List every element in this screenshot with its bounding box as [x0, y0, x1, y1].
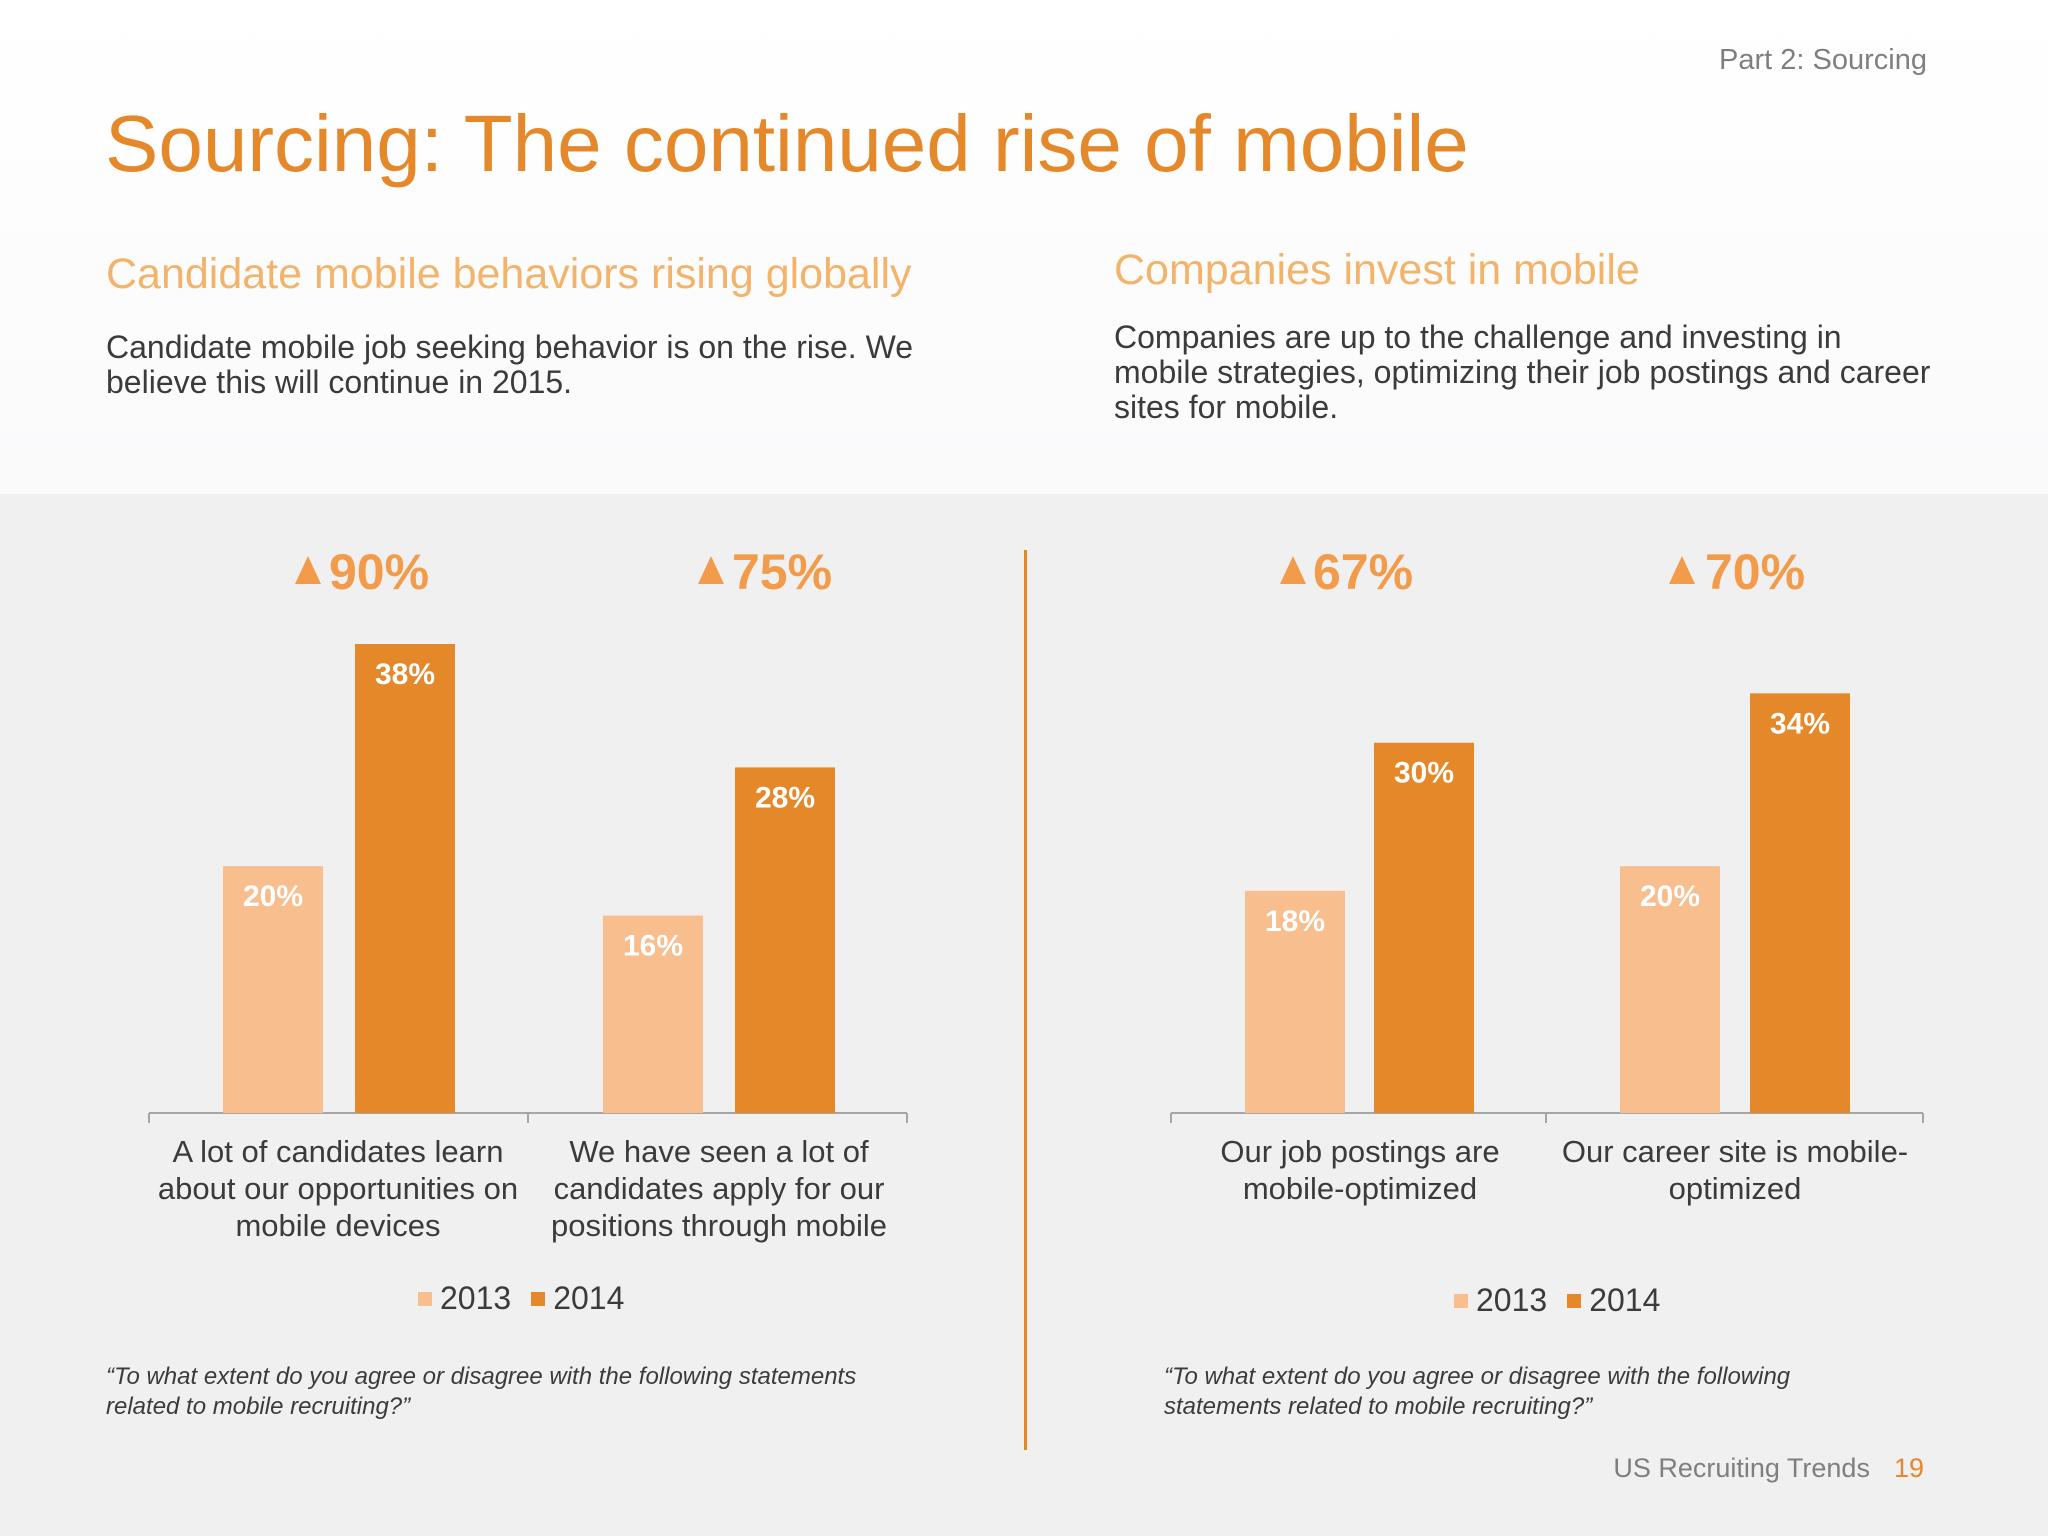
right-bar-2013-2 [1620, 866, 1720, 1113]
panel-divider [1024, 550, 1027, 1450]
right-subhead: Companies invest in mobile [1114, 246, 1640, 294]
right-legend: 2013 2014 [1454, 1282, 1680, 1319]
left-intro: Candidate mobile job seeking behavior is… [106, 329, 913, 400]
legend-label-2014: 2014 [553, 1280, 625, 1316]
left-increase-value-2: 75% [732, 544, 832, 600]
header-panel [0, 0, 2048, 494]
right-increase-arrow-icon [1669, 556, 1695, 584]
right-category-label-2: Our career site is mobile-optimized [1561, 1134, 1909, 1206]
legend-item-2013: 2013 [1454, 1282, 1547, 1319]
report-name: US Recruiting Trends [1613, 1453, 1870, 1483]
legend-swatch-2014 [531, 1291, 546, 1306]
legend-swatch-2013 [418, 1291, 432, 1306]
legend-item-2013: 2013 [418, 1280, 511, 1317]
right-increase-value-1: 67% [1313, 544, 1413, 600]
right-data-label-2013-1: 18% [1265, 905, 1325, 938]
left-bar-2014-2 [735, 767, 835, 1113]
right-data-label-2014-1: 30% [1394, 757, 1454, 790]
footer: US Recruiting Trends 19 [1613, 1453, 1924, 1484]
page-title: Sourcing: The continued rise of mobile [105, 99, 1469, 188]
left-data-label-2013-1: 20% [243, 880, 303, 913]
left-bar-2014-1 [355, 644, 455, 1113]
left-subhead: Candidate mobile behaviors rising global… [106, 250, 912, 298]
left-category-label-1: A lot of candidates learn about our oppo… [157, 1134, 519, 1243]
right-data-label-2014-2: 34% [1770, 707, 1830, 740]
right-bar-2014-2 [1750, 693, 1850, 1113]
legend-swatch-2014 [1567, 1293, 1582, 1308]
left-category-label-2: We have seen a lot of candidates apply f… [550, 1134, 888, 1243]
right-survey-question: “To what extent do you agree or disagree… [1164, 1363, 1791, 1420]
left-increase-value-1: 90% [329, 544, 429, 600]
page-number: 19 [1893, 1453, 1924, 1483]
section-label: Part 2: Sourcing [1719, 44, 1927, 76]
left-bar-2013-1 [223, 866, 323, 1113]
legend-item-2014: 2014 [531, 1280, 624, 1317]
legend-item-2014: 2014 [1567, 1282, 1660, 1319]
left-data-label-2014-2: 28% [755, 781, 815, 814]
left-survey-question: “To what extent do you agree or disagree… [106, 1363, 857, 1420]
legend-swatch-2013 [1454, 1293, 1468, 1308]
right-intro: Companies are up to the challenge and in… [1114, 319, 1931, 425]
left-data-label-2014-1: 38% [375, 658, 435, 691]
right-increase-value-2: 70% [1705, 544, 1805, 600]
right-increase-arrow-icon [1280, 556, 1306, 584]
left-increase-arrow-icon [295, 556, 321, 584]
legend-label-2013: 2013 [1476, 1282, 1548, 1318]
left-bar-2013-2 [603, 915, 703, 1113]
left-data-label-2013-2: 16% [623, 930, 683, 963]
right-category-label-1: Our job postings are mobile-optimized [1220, 1134, 1500, 1206]
legend-label-2014: 2014 [1589, 1282, 1661, 1318]
right-bar-2013-1 [1245, 890, 1345, 1113]
left-legend: 2013 2014 [418, 1280, 644, 1317]
right-data-label-2013-2: 20% [1640, 880, 1700, 913]
right-bar-2014-1 [1374, 742, 1474, 1113]
left-increase-arrow-icon [698, 556, 724, 584]
legend-label-2013: 2013 [440, 1280, 512, 1316]
